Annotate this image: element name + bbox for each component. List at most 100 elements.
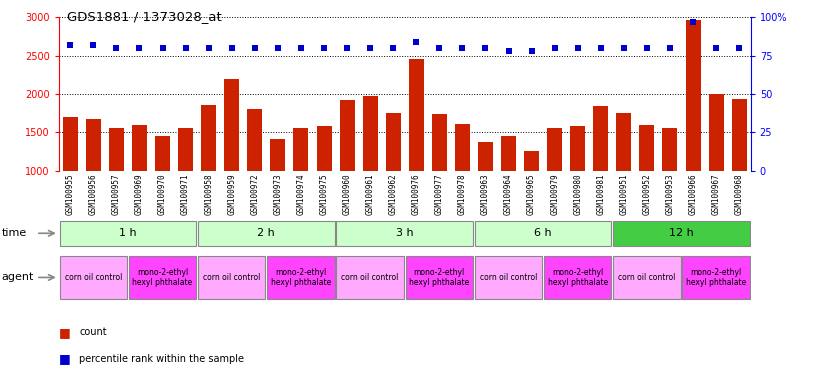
Point: [479, 45, 492, 51]
Bar: [570, 126, 585, 248]
Text: mono-2-ethyl
hexyl phthalate: mono-2-ethyl hexyl phthalate: [409, 268, 469, 287]
Text: GSM100959: GSM100959: [227, 173, 237, 215]
Point: [179, 45, 192, 51]
Bar: [336, 220, 473, 246]
Text: mono-2-ethyl
hexyl phthalate: mono-2-ethyl hexyl phthalate: [548, 268, 608, 287]
Point: [387, 45, 400, 51]
Bar: [317, 126, 331, 248]
Bar: [198, 257, 265, 299]
Text: GSM100957: GSM100957: [112, 173, 121, 215]
Text: GSM100956: GSM100956: [89, 173, 98, 215]
Text: GSM100965: GSM100965: [527, 173, 536, 215]
Bar: [198, 220, 335, 246]
Text: GSM100969: GSM100969: [135, 173, 144, 215]
Point: [641, 45, 654, 51]
Point: [618, 45, 631, 51]
Text: corn oil control: corn oil control: [64, 273, 122, 282]
Bar: [362, 96, 378, 248]
Text: ■: ■: [59, 353, 70, 366]
Bar: [663, 128, 677, 248]
Point: [317, 45, 330, 51]
Bar: [202, 105, 216, 248]
Bar: [685, 20, 701, 248]
Text: GSM100975: GSM100975: [320, 173, 329, 215]
Text: GSM100979: GSM100979: [550, 173, 559, 215]
Text: 2 h: 2 h: [258, 228, 275, 238]
Text: GSM100958: GSM100958: [204, 173, 213, 215]
Bar: [132, 125, 147, 248]
Point: [548, 45, 561, 51]
Point: [410, 39, 423, 45]
Text: GSM100968: GSM100968: [734, 173, 743, 215]
Point: [364, 45, 377, 51]
Bar: [544, 257, 611, 299]
Point: [248, 45, 261, 51]
Text: GSM100966: GSM100966: [689, 173, 698, 215]
Text: 1 h: 1 h: [119, 228, 137, 238]
Bar: [270, 139, 286, 248]
Text: time: time: [2, 228, 27, 238]
Text: GSM100962: GSM100962: [388, 173, 397, 215]
Text: corn oil control: corn oil control: [341, 273, 399, 282]
Bar: [640, 125, 654, 248]
Text: mono-2-ethyl
hexyl phthalate: mono-2-ethyl hexyl phthalate: [132, 268, 193, 287]
Text: GSM100964: GSM100964: [504, 173, 513, 215]
Bar: [86, 119, 101, 248]
Text: GSM100973: GSM100973: [273, 173, 282, 215]
Bar: [432, 114, 447, 248]
Point: [525, 48, 538, 54]
Text: GSM100971: GSM100971: [181, 173, 190, 215]
Point: [340, 45, 353, 51]
Point: [456, 45, 469, 51]
Text: GSM100976: GSM100976: [412, 173, 421, 215]
Text: GSM100955: GSM100955: [66, 173, 75, 215]
Bar: [224, 79, 239, 248]
Bar: [593, 106, 608, 248]
Text: 12 h: 12 h: [669, 228, 694, 238]
Point: [663, 45, 676, 51]
Text: corn oil control: corn oil control: [203, 273, 260, 282]
Text: GSM100961: GSM100961: [366, 173, 375, 215]
Text: count: count: [79, 327, 107, 337]
Text: corn oil control: corn oil control: [619, 273, 676, 282]
Point: [594, 45, 607, 51]
Bar: [524, 151, 539, 248]
Bar: [732, 99, 747, 248]
Bar: [386, 113, 401, 248]
Point: [295, 45, 308, 51]
Bar: [339, 100, 355, 248]
Bar: [409, 59, 424, 248]
Bar: [294, 128, 308, 248]
Text: 3 h: 3 h: [396, 228, 414, 238]
Text: GSM100978: GSM100978: [458, 173, 467, 215]
Bar: [475, 257, 542, 299]
Bar: [178, 128, 193, 248]
Bar: [475, 220, 611, 246]
Point: [202, 45, 215, 51]
Bar: [614, 257, 681, 299]
Bar: [109, 128, 124, 248]
Point: [156, 45, 169, 51]
Text: GSM100974: GSM100974: [296, 173, 305, 215]
Point: [110, 45, 123, 51]
Bar: [455, 124, 470, 248]
Point: [64, 42, 77, 48]
Bar: [63, 117, 78, 248]
Text: ■: ■: [59, 326, 70, 339]
Text: GSM100970: GSM100970: [158, 173, 167, 215]
Bar: [247, 109, 262, 248]
Bar: [682, 257, 750, 299]
Bar: [406, 257, 473, 299]
Bar: [708, 94, 724, 248]
Bar: [268, 257, 335, 299]
Bar: [478, 142, 493, 248]
Bar: [548, 128, 562, 248]
Bar: [60, 257, 127, 299]
Text: GSM100967: GSM100967: [712, 173, 721, 215]
Text: GDS1881 / 1373028_at: GDS1881 / 1373028_at: [67, 10, 222, 23]
Bar: [155, 136, 170, 248]
Bar: [614, 220, 750, 246]
Text: GSM100972: GSM100972: [251, 173, 259, 215]
Text: GSM100953: GSM100953: [666, 173, 675, 215]
Point: [272, 45, 285, 51]
